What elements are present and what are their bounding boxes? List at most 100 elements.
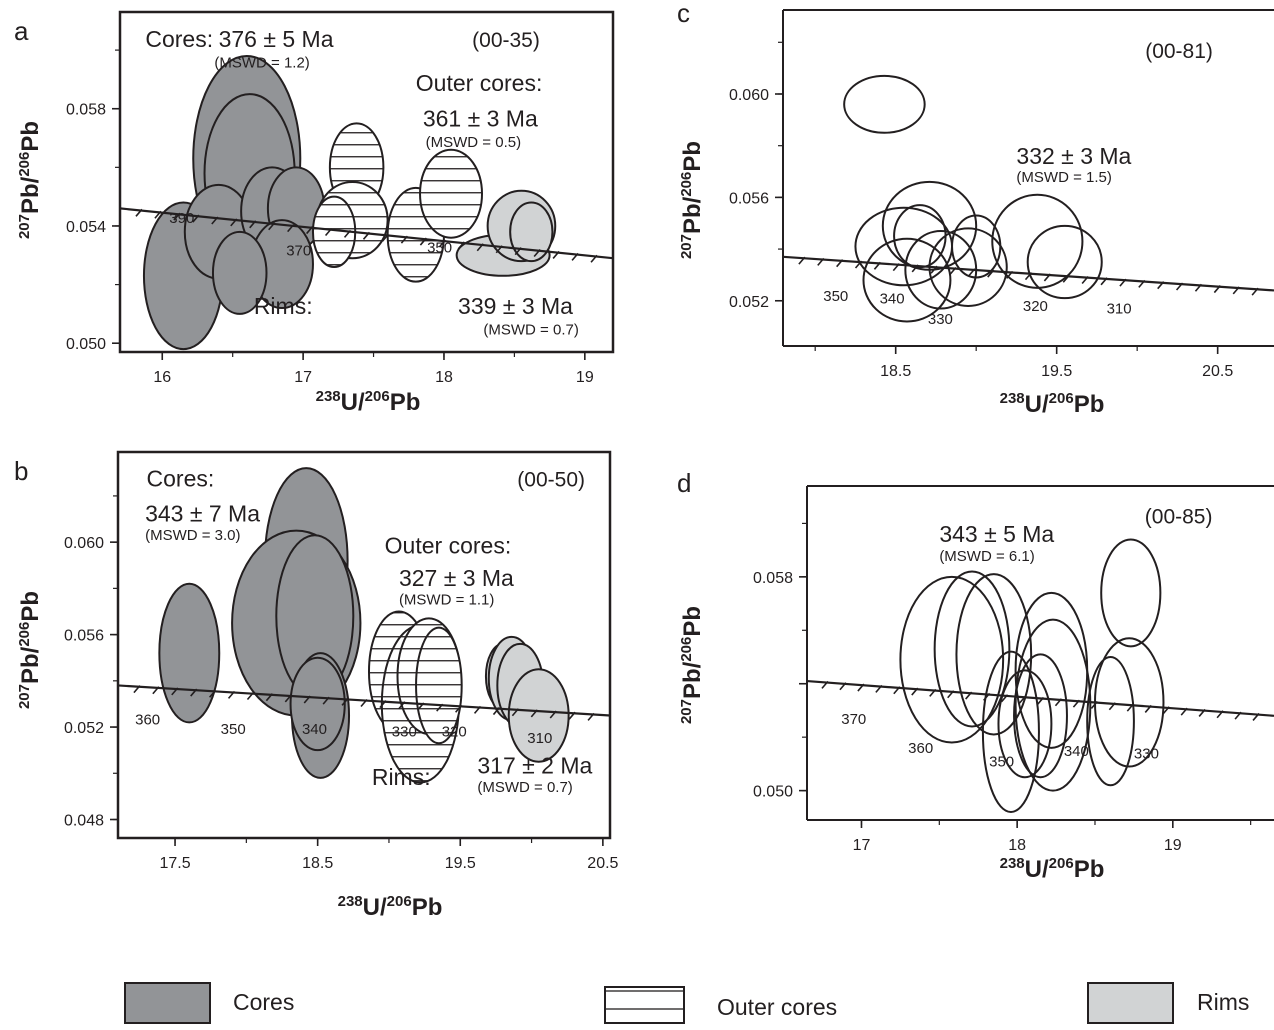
concordia-tick [1072,699,1081,708]
concordia-tick [983,692,991,701]
concordia-tick [1251,287,1259,296]
concordia-tick [1006,270,1014,279]
concordia-tick [587,712,595,721]
x-axis-title-part: Pb [390,389,421,416]
concordia-age-label: 320 [442,723,467,740]
concordia-age-label: 350 [823,288,848,305]
legend-item-cores: Cores [124,982,294,1024]
concordia-tick [1138,279,1146,288]
concordia-line [783,255,1274,292]
legend-label-rims: Rims [1197,989,1249,1015]
concordia-tick [549,710,557,719]
concordia-tick [965,691,973,700]
concordia-tick [968,268,976,277]
concordia-age-label: 360 [135,712,160,729]
y-axis-title-part: 206 [16,152,33,177]
concordia-age-label: 330 [392,723,417,740]
x-axis-title: 238U/206Pb [1000,390,1105,418]
concordia-tick [1144,704,1152,713]
concordia-age-label: 350 [427,239,452,256]
legend-swatch-rims [1087,982,1174,1024]
concordia-tick [930,265,938,274]
concordia-tick [533,249,541,258]
x-tick-label: 19.5 [1041,363,1072,380]
annotation: 361 ± 3 Ma [423,105,538,131]
y-axis-title-part: Pb [679,141,706,172]
y-tick-label: 0.060 [64,535,104,552]
plot-frame [116,450,612,840]
concordia-age-label: 330 [1134,746,1159,763]
concordia-tick [1062,274,1070,283]
concordia-tick [190,688,198,697]
plot-frame [118,10,615,354]
concordia-tick [473,705,482,714]
concordia-tick [1036,696,1045,705]
error-ellipse-plain [843,74,926,134]
x-axis-title-part: U/ [1025,856,1049,883]
annotation: (MSWD = 0.7) [483,321,578,338]
concordia-tick [1216,710,1224,719]
concordia-tick [568,711,576,720]
error-ellipse-rims [509,201,554,263]
concordia-tick [1090,700,1098,709]
concordia-age-label: 390 [169,210,194,227]
x-tick-label: 19 [1164,837,1182,854]
x-axis-title: 238U/206Pb [1000,855,1105,883]
concordia-tick [341,697,349,706]
annotation: 332 ± 3 Ma [1016,143,1131,169]
y-tick-label: 0.058 [753,570,793,587]
annotation: (00-81) [1145,40,1213,63]
concordia-tick [839,682,847,691]
concordia-tick [438,239,446,248]
concordia-age-label: 310 [527,730,552,747]
concordia-tick [171,687,179,696]
y-axis-title-part: 207 [678,699,695,724]
legend: Cores Outer cores Rims [124,982,1249,1024]
y-tick-label: 0.052 [729,294,769,311]
concordia-tick [265,693,273,702]
concordia-tick [209,689,217,698]
error-ellipse-plain [1013,653,1068,779]
concordia-tick [571,252,579,261]
concordia-tick [173,212,181,221]
y-axis-title-part: 206 [16,622,33,647]
y-tick-label: 0.056 [64,628,104,645]
concordia-tick [817,257,825,266]
concordia-tick [857,683,865,692]
concordia-tick [590,254,598,263]
concordia-age-label: 350 [989,754,1014,771]
concordia-tick [476,243,484,252]
x-tick-label: 18.5 [302,855,333,872]
concordia-tick [1126,703,1134,712]
error-ellipse-plain [1086,656,1135,787]
error-ellipse-plain [991,193,1084,289]
concordia-tick [514,247,522,256]
y-axis-title-part: Pb/ [679,196,706,234]
error-ellipse-plain [893,204,947,269]
y-axis-title-part: 207 [16,684,33,709]
concordia-tick [987,269,995,278]
y-tick-label: 0.060 [729,87,769,104]
concordia-age-label: 340 [880,290,905,307]
panel-c: 350 340 330 320 310 18.5 19.5 20.5 0.052 0.056 0.0… [678,9,1274,418]
x-axis-title-part: 206 [1049,390,1074,407]
y-axis-title: 207Pb/206Pb [16,591,44,709]
concordia-tick [152,686,160,695]
concordia-line [118,684,610,717]
y-tick-label: 0.056 [729,190,769,207]
x-axis-title-part: 206 [387,893,412,910]
concordia-tick [892,263,900,272]
error-ellipse-cores [289,656,346,752]
error-ellipse-plain [1100,538,1162,648]
legend-swatch-outer-cores [604,986,685,1024]
x-axis-title-part: Pb [412,894,443,921]
x-tick-label: 17.5 [159,855,190,872]
error-ellipse-plain [997,669,1053,779]
concordia-tick [552,250,560,259]
x-tick-label: 16 [153,369,171,386]
x-axis-title-part: U/ [363,894,387,921]
x-tick-label: 18 [1008,837,1026,854]
concordia-tick [1162,706,1170,715]
error-ellipse-plain [862,237,952,323]
concordia-tick [322,696,330,705]
